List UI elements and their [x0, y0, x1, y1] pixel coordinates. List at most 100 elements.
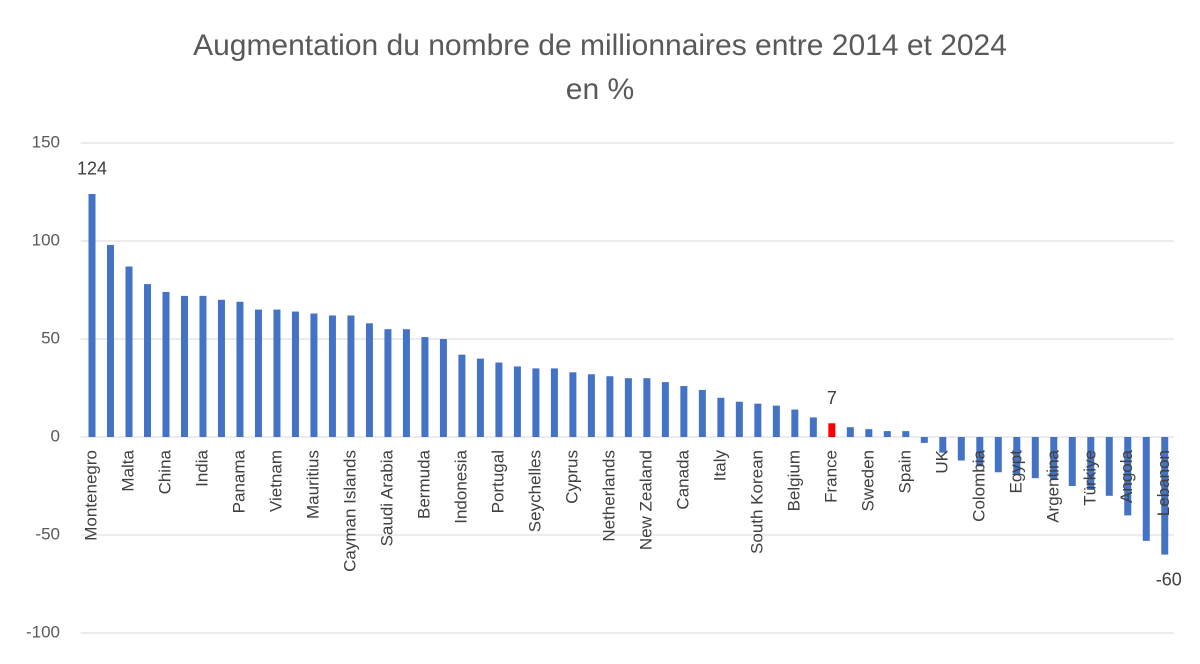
bar [717, 397, 725, 437]
data-label: 7 [827, 388, 837, 408]
bar [624, 378, 632, 437]
bar [569, 372, 577, 437]
y-tick-label: -100 [26, 622, 60, 641]
bar [550, 368, 558, 437]
y-tick-label: -50 [35, 524, 60, 543]
chart-subtitle: en % [566, 73, 634, 106]
data-label: 124 [77, 159, 107, 179]
bar [865, 429, 873, 437]
bar [143, 284, 151, 437]
bar [957, 437, 965, 461]
bar [291, 311, 299, 437]
bar [994, 437, 1002, 473]
bar [1161, 437, 1169, 555]
bar [772, 405, 780, 437]
bar [809, 417, 817, 437]
bar [791, 409, 799, 437]
x-tick-label: France [821, 450, 840, 503]
x-tick-label: India [192, 449, 211, 486]
bar [1050, 437, 1058, 481]
bar [1142, 437, 1150, 541]
bar [310, 313, 318, 437]
x-tick-label: Mauritius [303, 450, 322, 519]
x-tick-label: Portugal [488, 450, 507, 513]
x-tick-label: Saudi Arabia [377, 449, 396, 546]
bar [180, 295, 188, 437]
bar [1068, 437, 1076, 486]
bar [1031, 437, 1039, 479]
x-tick-label: China [155, 449, 174, 494]
y-tick-label: 150 [32, 132, 60, 151]
y-tick-label: 0 [51, 426, 60, 445]
bar [1105, 437, 1113, 496]
data-label: -60 [1156, 569, 1182, 589]
x-tick-label: Türkiye [1080, 450, 1099, 506]
x-tick-label: Lebanon [1154, 450, 1173, 516]
x-tick-label: Montenegro [81, 450, 100, 541]
bar [439, 339, 447, 437]
bar [1124, 437, 1132, 516]
x-tick-label: Colombia [969, 449, 988, 521]
x-tick-label: Canada [673, 449, 692, 509]
bar [402, 329, 410, 437]
x-tick-label: Netherlands [599, 450, 618, 542]
chart-title: Augmentation du nombre de millionnaires … [193, 29, 1007, 62]
x-tick-label: Spain [895, 450, 914, 493]
bar [680, 386, 688, 437]
bar [661, 382, 669, 437]
bar [976, 437, 984, 467]
x-tick-label: Cayman Islands [340, 450, 359, 572]
x-tick-label: Bermuda [414, 449, 433, 519]
bar [458, 354, 466, 437]
bar [328, 315, 336, 437]
x-tick-label: Argentina [1043, 449, 1062, 522]
bar [902, 431, 910, 437]
x-tick-label: Vietnam [266, 450, 285, 512]
x-tick-label: Angola [1117, 449, 1136, 502]
bar [920, 437, 928, 443]
bar [883, 431, 891, 437]
bar [1013, 437, 1021, 475]
bar [162, 291, 170, 437]
bar [587, 374, 595, 437]
x-tick-label: New Zealand [636, 450, 655, 550]
x-tick-label: South Korean [747, 450, 766, 554]
bar [939, 437, 947, 453]
y-tick-label: 50 [41, 328, 60, 347]
x-tick-label: UK [932, 449, 951, 473]
x-tick-label: Panama [229, 449, 248, 513]
bar [125, 266, 133, 437]
bar [476, 358, 484, 437]
bar [606, 376, 614, 437]
bar [365, 323, 373, 437]
bar [217, 299, 225, 437]
bar [88, 193, 96, 437]
bar [698, 389, 706, 437]
bar [532, 368, 540, 437]
bar [643, 378, 651, 437]
bar [846, 427, 854, 437]
bar [495, 362, 503, 437]
bar [199, 295, 207, 437]
x-tick-label: Cyprus [562, 450, 581, 504]
bar [513, 366, 521, 437]
bar [754, 403, 762, 437]
bar [735, 401, 743, 437]
x-tick-label: Belgium [784, 450, 803, 511]
bar [384, 329, 392, 437]
bar [106, 244, 114, 437]
bar [236, 301, 244, 437]
bar [828, 423, 836, 437]
x-tick-label: Indonesia [451, 449, 470, 523]
x-tick-label: Sweden [858, 450, 877, 511]
y-tick-label: 100 [32, 230, 60, 249]
bar [421, 337, 429, 437]
bar [347, 315, 355, 437]
x-tick-label: Seychelles [525, 450, 544, 532]
bar [1087, 437, 1095, 490]
x-tick-label: Malta [118, 449, 137, 491]
x-tick-label: Egypt [1006, 450, 1025, 494]
x-tick-label: Italy [710, 450, 729, 482]
bar [254, 309, 262, 437]
